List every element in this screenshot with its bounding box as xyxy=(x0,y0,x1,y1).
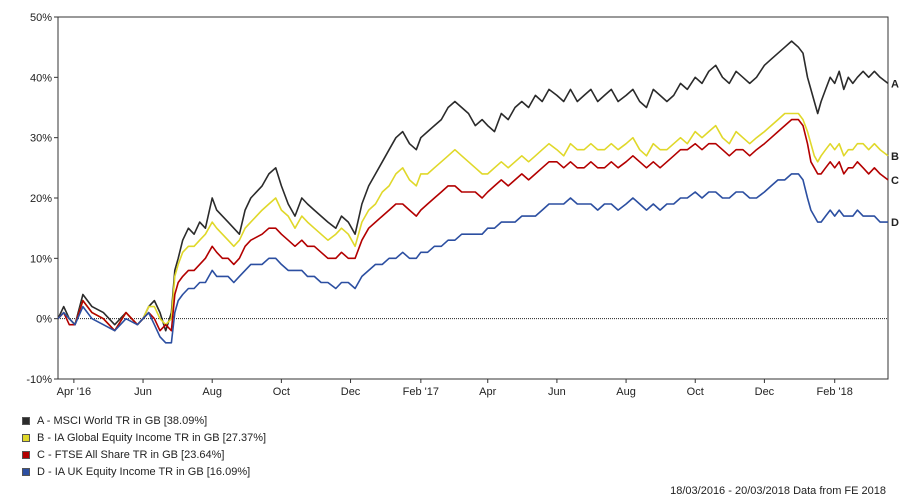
series-line-c xyxy=(57,118,889,332)
y-tick-label: 40% xyxy=(30,72,52,84)
y-tick-label: 0% xyxy=(36,314,52,326)
x-tick-label: Feb '18 xyxy=(817,386,853,398)
x-tick-label: Apr '16 xyxy=(57,386,92,398)
legend-item-b: B - IA Global Equity Income TR in GB [27… xyxy=(22,429,266,446)
plot-frame xyxy=(57,16,889,380)
legend-label-c: C - FTSE All Share TR in GB [23.64%] xyxy=(37,448,225,461)
series-line-d xyxy=(57,173,888,344)
series-end-label-d: D xyxy=(891,217,899,229)
series-end-label-c: C xyxy=(891,175,899,187)
series-line-b xyxy=(57,112,889,332)
y-tick-label: 20% xyxy=(30,193,52,205)
x-tick-label: Apr xyxy=(479,386,496,398)
legend-swatch-a xyxy=(22,416,30,425)
legend-swatch-b xyxy=(22,433,30,442)
y-tick-label: 50% xyxy=(30,12,52,24)
x-tick-label: Dec xyxy=(755,386,775,398)
date-range-footer: 18/03/2016 - 20/03/2018 Data from FE 201… xyxy=(670,485,886,497)
x-tick-label: Aug xyxy=(202,386,222,398)
y-tick-label: 10% xyxy=(30,253,52,265)
x-tick-label: Jun xyxy=(548,386,566,398)
x-tick-label: Jun xyxy=(134,386,152,398)
series-end-label-a: A xyxy=(891,78,899,90)
legend-item-d: D - IA UK Equity Income TR in GB [16.09%… xyxy=(22,463,266,480)
legend-item-a: A - MSCI World TR in GB [38.09%] xyxy=(22,412,266,429)
legend-swatch-d xyxy=(22,467,30,476)
series-line-a xyxy=(57,40,889,332)
legend-label-b: B - IA Global Equity Income TR in GB [27… xyxy=(37,431,267,444)
y-tick-label: -10% xyxy=(26,374,52,386)
legend: A - MSCI World TR in GB [38.09%] B - IA … xyxy=(22,412,266,480)
series-end-label-b: B xyxy=(891,151,899,163)
x-tick-label: Dec xyxy=(341,386,361,398)
x-tick-label: Feb '17 xyxy=(403,386,439,398)
x-tick-label: Oct xyxy=(273,386,290,398)
legend-swatch-c xyxy=(22,450,30,459)
x-tick-label: Oct xyxy=(687,386,704,398)
legend-label-a: A - MSCI World TR in GB [38.09%] xyxy=(37,414,208,427)
legend-label-d: D - IA UK Equity Income TR in GB [16.09%… xyxy=(37,465,251,478)
x-tick-label: Aug xyxy=(616,386,636,398)
y-tick-label: 30% xyxy=(30,133,52,145)
legend-item-c: C - FTSE All Share TR in GB [23.64%] xyxy=(22,446,266,463)
